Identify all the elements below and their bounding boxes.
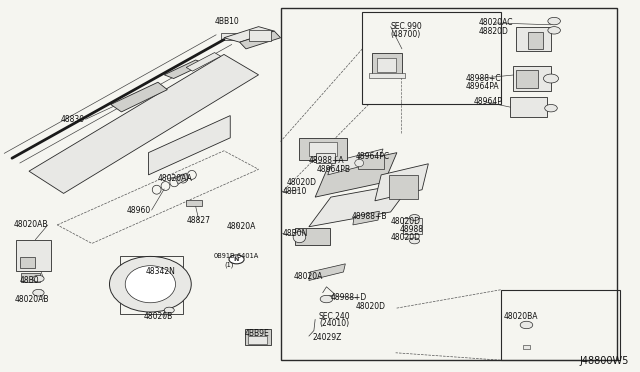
Text: 48960: 48960 xyxy=(127,206,151,215)
Text: 48988: 48988 xyxy=(400,225,424,234)
Text: 48964PB: 48964PB xyxy=(317,165,351,174)
Text: 4BB10: 4BB10 xyxy=(214,17,239,26)
Ellipse shape xyxy=(125,266,175,303)
Text: SEC.990: SEC.990 xyxy=(390,22,422,31)
Ellipse shape xyxy=(548,27,561,34)
Polygon shape xyxy=(148,116,230,175)
Bar xyxy=(500,290,620,360)
Text: 48988+C: 48988+C xyxy=(466,74,502,83)
Text: (1): (1) xyxy=(224,261,234,268)
Bar xyxy=(300,138,347,160)
Bar xyxy=(17,240,51,271)
Text: 48964PC: 48964PC xyxy=(356,152,390,161)
Text: 48342N: 48342N xyxy=(145,267,175,276)
Text: 48964PA: 48964PA xyxy=(466,82,500,91)
Text: 48964P: 48964P xyxy=(474,97,502,106)
Text: 48020D: 48020D xyxy=(390,217,420,226)
Text: 48988+B: 48988+B xyxy=(351,212,387,221)
Bar xyxy=(295,228,330,245)
Polygon shape xyxy=(240,31,280,49)
Polygon shape xyxy=(29,54,259,193)
Ellipse shape xyxy=(548,17,561,25)
Text: 48020AC: 48020AC xyxy=(479,19,513,28)
Polygon shape xyxy=(224,27,275,42)
Text: 48020AB: 48020AB xyxy=(15,295,49,304)
Ellipse shape xyxy=(355,159,364,167)
Bar xyxy=(248,336,267,343)
Bar xyxy=(20,257,35,267)
Text: 48020A: 48020A xyxy=(293,272,323,281)
Polygon shape xyxy=(175,173,188,184)
Text: 48B0N: 48B0N xyxy=(282,229,308,238)
Polygon shape xyxy=(186,52,221,71)
Ellipse shape xyxy=(164,307,174,313)
Text: 48B10: 48B10 xyxy=(282,187,307,196)
Text: 48827: 48827 xyxy=(186,216,210,225)
Ellipse shape xyxy=(33,275,44,282)
Text: 48020AA: 48020AA xyxy=(158,174,193,183)
Text: 0B91B-6401A: 0B91B-6401A xyxy=(213,253,259,259)
Bar xyxy=(372,52,402,75)
Text: 48820D: 48820D xyxy=(479,26,509,36)
Polygon shape xyxy=(328,149,383,175)
Polygon shape xyxy=(111,82,167,112)
Bar xyxy=(403,218,422,234)
Text: 24029Z: 24029Z xyxy=(312,333,341,342)
Text: (48700): (48700) xyxy=(390,30,421,39)
Bar xyxy=(21,273,40,282)
Ellipse shape xyxy=(320,295,333,303)
Bar xyxy=(377,58,396,72)
Bar xyxy=(528,32,543,49)
Text: 48B0: 48B0 xyxy=(20,276,39,285)
Bar xyxy=(186,200,202,206)
Bar xyxy=(369,73,405,78)
Polygon shape xyxy=(309,182,413,227)
Bar xyxy=(249,30,271,41)
Ellipse shape xyxy=(410,215,420,221)
Polygon shape xyxy=(164,60,205,78)
Text: 48020B: 48020B xyxy=(144,312,173,321)
Ellipse shape xyxy=(520,321,532,329)
Text: 48830: 48830 xyxy=(60,115,84,124)
Bar xyxy=(244,329,271,345)
Polygon shape xyxy=(353,211,380,225)
Bar xyxy=(523,344,531,349)
Bar xyxy=(358,155,385,169)
Text: 48020BA: 48020BA xyxy=(504,312,538,321)
Bar xyxy=(513,66,551,92)
Text: 48988+A: 48988+A xyxy=(309,155,344,164)
Polygon shape xyxy=(375,164,428,201)
Bar xyxy=(516,70,538,88)
Bar xyxy=(309,141,337,156)
Text: N: N xyxy=(234,257,239,262)
Bar xyxy=(120,256,183,314)
Circle shape xyxy=(229,255,244,264)
Bar xyxy=(362,12,500,105)
Bar xyxy=(316,153,335,163)
Text: 48020A: 48020A xyxy=(227,222,257,231)
Bar xyxy=(510,97,547,118)
Text: 48020AB: 48020AB xyxy=(13,221,48,230)
Text: 48988+D: 48988+D xyxy=(331,294,367,302)
Ellipse shape xyxy=(410,238,420,244)
Bar xyxy=(280,8,617,360)
Text: 48020D: 48020D xyxy=(356,302,386,311)
Text: (24010): (24010) xyxy=(319,320,349,328)
Ellipse shape xyxy=(33,289,44,296)
Polygon shape xyxy=(315,153,397,197)
Text: SEC.240: SEC.240 xyxy=(319,312,351,321)
Polygon shape xyxy=(309,264,346,280)
Ellipse shape xyxy=(543,74,559,83)
Ellipse shape xyxy=(109,256,191,312)
Text: 48020D: 48020D xyxy=(390,233,420,243)
Ellipse shape xyxy=(293,232,306,243)
Bar xyxy=(221,33,237,39)
Text: 4BB9E: 4BB9E xyxy=(244,329,269,338)
Ellipse shape xyxy=(545,105,557,112)
Bar xyxy=(516,27,551,51)
Text: J48800W5: J48800W5 xyxy=(579,356,628,366)
Bar xyxy=(389,175,418,199)
Text: 48020D: 48020D xyxy=(287,178,317,187)
